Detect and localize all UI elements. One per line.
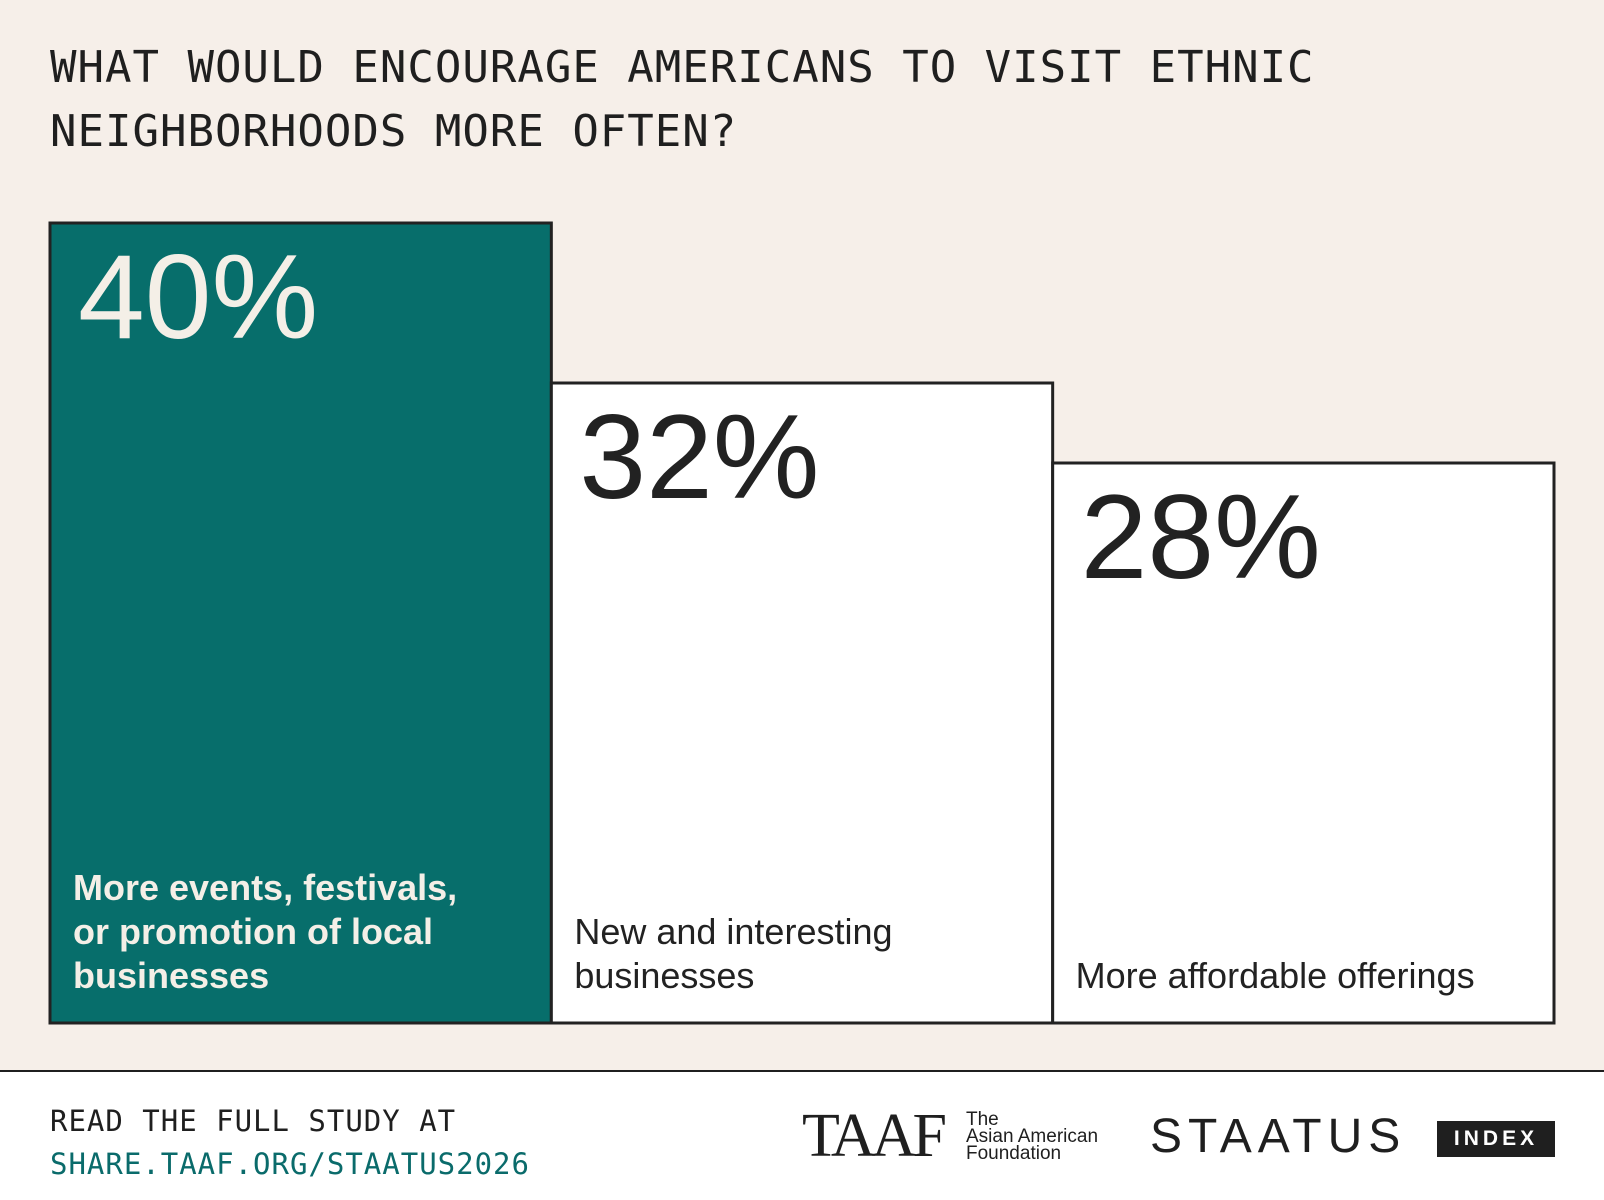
- taaf-name-line-1: The: [966, 1109, 999, 1130]
- bar-category-label-3-line-1: More affordable offerings: [1076, 955, 1475, 996]
- study-link[interactable]: SHARE.TAAF.ORG/STAATUS2026: [50, 1147, 530, 1181]
- footer-divider: [0, 1070, 1604, 1072]
- bar-value-label-1: 40%: [78, 230, 318, 364]
- taaf-name-line-3: Foundation: [966, 1143, 1062, 1164]
- bar-value-label-3: 28%: [1081, 470, 1321, 604]
- bar-value-label-2: 32%: [579, 390, 819, 524]
- chart-title-line-1: WHAT WOULD ENCOURAGE AMERICANS TO VISIT …: [50, 42, 1315, 93]
- bar-3: [1051, 461, 1556, 1025]
- bar-category-label-2-line-2: businesses: [574, 955, 754, 996]
- bar-1: [48, 221, 553, 1025]
- bar-category-label-1-line-1: More events, festivals,: [73, 867, 457, 908]
- footer-panel: [0, 1070, 1604, 1200]
- taaf-name-line-2: Asian American: [966, 1126, 1099, 1147]
- taaf-wordmark: The Asian American Foundation: [966, 1109, 1136, 1164]
- bar-group-1: 40% More events, festivals,or promotion o…: [48, 221, 553, 1025]
- read-study-callout: READ THE FULL STUDY AT SHARE.TAAF.ORG/ST…: [50, 1100, 530, 1186]
- taaf-logo: TAAF: [802, 1102, 947, 1170]
- bar-category-label-2-line-1: New and interesting: [574, 911, 892, 952]
- staatus-logo: STAATUS: [1150, 1110, 1407, 1163]
- cta-text: READ THE FULL STUDY AT: [50, 1104, 457, 1138]
- chart-title: WHAT WOULD ENCOURAGE AMERICANS TO VISIT …: [50, 36, 1530, 164]
- chart-title-line-2: NEIGHBORHOODS MORE OFTEN?: [50, 106, 738, 157]
- bar-category-label-1-line-2: or promotion of local: [73, 911, 433, 952]
- index-badge: INDEX: [1437, 1121, 1555, 1157]
- bar-chart: 40% More events, festivals,or promotion o…: [48, 221, 1556, 1025]
- bar-category-label-1-line-3: businesses: [73, 955, 269, 996]
- bar-group-3: 28% More affordable offerings: [1051, 461, 1556, 1025]
